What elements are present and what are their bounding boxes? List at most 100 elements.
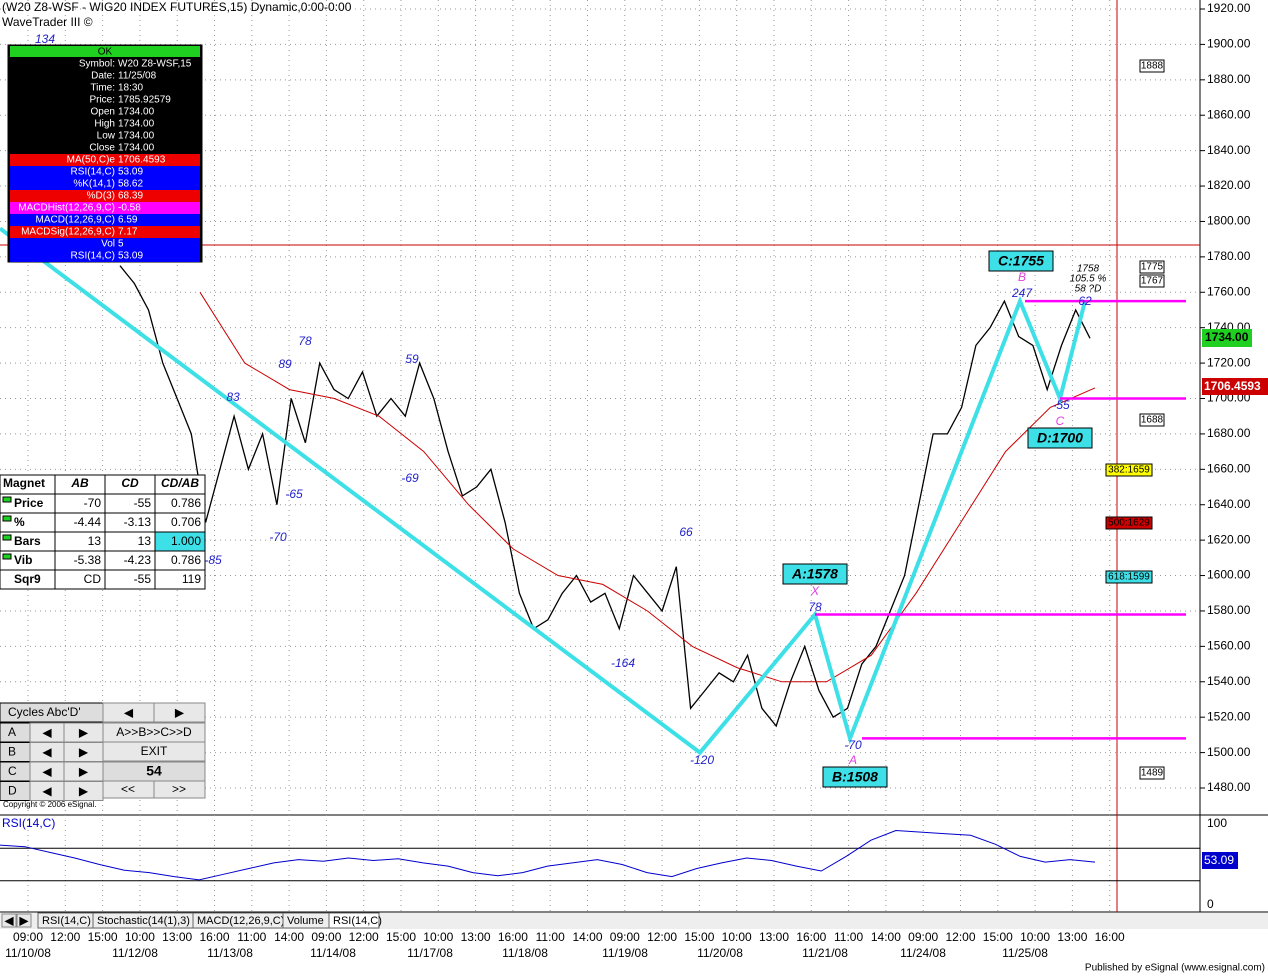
info-value: -0.58 — [118, 203, 141, 214]
time-label: 15:00 — [386, 930, 416, 944]
price-tick-label: 1820.00 — [1207, 178, 1251, 192]
cycle-row-label: C — [8, 764, 17, 778]
row-marker — [2, 496, 12, 503]
wave-label: 83 — [226, 390, 240, 404]
level-box — [1139, 260, 1165, 274]
price-axis-panel — [1200, 0, 1268, 815]
button-glyph[interactable]: ◀ — [42, 726, 52, 740]
chart-subtitle: WaveTrader III © — [2, 15, 93, 29]
wave-label: 89 — [278, 357, 292, 371]
info-row — [10, 106, 200, 118]
info-row — [10, 130, 200, 142]
date-label: 11/19/08 — [602, 946, 648, 960]
button-glyph[interactable]: ▶ — [175, 706, 185, 720]
time-label: 15:00 — [88, 930, 118, 944]
info-value: 53.09 — [118, 251, 143, 262]
button-glyph[interactable]: ▶ — [79, 765, 89, 779]
time-label: 11:00 — [237, 930, 266, 944]
button-glyph[interactable]: ▶ — [79, 726, 89, 740]
info-label: Price: — [89, 95, 115, 106]
time-label: 09:00 — [311, 930, 341, 944]
price-tick-label: 1580.00 — [1207, 603, 1251, 617]
chart-title: (W20 Z8-WSF - WIG20 INDEX FUTURES,15) Dy… — [2, 0, 352, 14]
wave-label: -65 — [285, 487, 303, 501]
point-letter: C — [1056, 414, 1065, 428]
wave-label: -69 — [401, 471, 419, 485]
info-label: MACD(12,26,9,C) — [36, 215, 115, 226]
time-label: 16:00 — [498, 930, 528, 944]
time-label: 14:00 — [572, 930, 602, 944]
pattern-label: D:1700 — [1037, 430, 1083, 446]
button-glyph[interactable]: ◀ — [42, 745, 52, 759]
table-cell — [154, 569, 206, 590]
info-row — [10, 226, 200, 238]
time-label: 15:00 — [684, 930, 714, 944]
info-label: Time: — [90, 83, 115, 94]
pattern-box — [988, 250, 1054, 272]
button-glyph[interactable]: ▶ — [19, 914, 29, 928]
footer: Published by eSignal (www.esignal.com) — [1085, 963, 1265, 974]
price-tick-label: 1560.00 — [1207, 639, 1251, 653]
info-label: Vol — [101, 239, 115, 250]
info-label: %K(14,1) — [73, 179, 115, 190]
time-label: 11:00 — [834, 930, 863, 944]
button-glyph[interactable]: ▶ — [79, 745, 89, 759]
info-value: W20 Z8-WSF,15 — [118, 59, 192, 70]
time-label: 14:00 — [274, 930, 304, 944]
info-label: Date: — [91, 71, 115, 82]
info-value: 1734.00 — [118, 119, 155, 130]
current-price: 1734.00 — [1205, 330, 1249, 344]
level-box-label: 382:1659 — [1108, 465, 1150, 476]
count-label: 54 — [146, 763, 162, 779]
table-cell-text: Price — [14, 496, 44, 510]
date-label: 11/21/08 — [802, 946, 848, 960]
next-button[interactable] — [153, 780, 206, 799]
price-tick-label: 1500.00 — [1207, 745, 1251, 759]
table-cell-text: 1.000 — [171, 534, 201, 548]
table-cell-text: 0.786 — [171, 553, 201, 567]
projection-label: 105.5 % — [1070, 274, 1107, 285]
button[interactable] — [153, 702, 206, 723]
current-price-box — [1202, 329, 1252, 347]
wave-label: -70 — [844, 738, 862, 752]
table-cell-text: -55 — [134, 496, 152, 510]
button-glyph[interactable]: ▶ — [79, 784, 89, 798]
rsi-line — [0, 829, 1096, 881]
button[interactable] — [1, 913, 17, 928]
table-cell-text: CD — [84, 572, 102, 586]
button-glyph[interactable]: ◀ — [42, 765, 52, 779]
tab-label: Volume — [287, 915, 324, 927]
point-letter: B — [1018, 270, 1026, 284]
info-value: 7.17 — [118, 227, 138, 238]
tab[interactable] — [328, 912, 380, 929]
price-tick-label: 1840.00 — [1207, 143, 1251, 157]
button-glyph[interactable]: ◀ — [42, 784, 52, 798]
info-value: 1734.00 — [118, 107, 155, 118]
cycle-row-label: A — [8, 725, 16, 739]
cycle-row-label: D — [8, 784, 17, 798]
price-tick-label: 1520.00 — [1207, 709, 1251, 723]
level-box — [1105, 516, 1153, 530]
wave-label: 59 — [405, 352, 419, 366]
exit-button[interactable] — [102, 741, 206, 762]
button-glyph[interactable]: ◀ — [124, 706, 134, 720]
level-box-label: 1489 — [1141, 768, 1164, 779]
table-header: CD — [121, 476, 139, 490]
wave-label: -70 — [269, 530, 287, 544]
info-row — [10, 94, 200, 106]
price-tick-label: 1600.00 — [1207, 568, 1251, 582]
cycle-row-label: B — [8, 745, 16, 759]
price-tick-label: 1860.00 — [1207, 107, 1251, 121]
time-label: 09:00 — [908, 930, 938, 944]
level-box — [1139, 766, 1165, 780]
button-glyph[interactable]: ◀ — [4, 914, 14, 928]
time-label: 10:00 — [423, 930, 453, 944]
tab-label: MACD(12,26,9,C) — [197, 915, 284, 927]
info-value: 11/25/08 — [118, 71, 157, 82]
button[interactable] — [16, 913, 32, 928]
wave-label: 134 — [35, 32, 55, 46]
info-row — [10, 82, 200, 94]
time-label: 10:00 — [1020, 930, 1050, 944]
